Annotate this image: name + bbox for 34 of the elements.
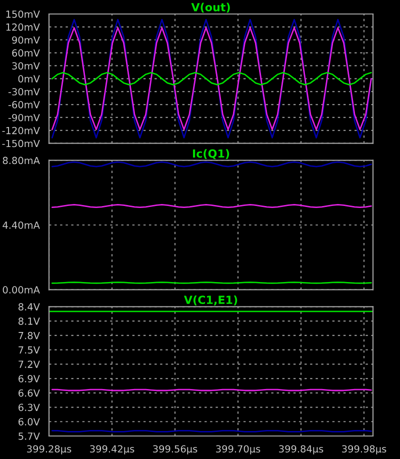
- y-tick-label: 90mV: [12, 36, 40, 44]
- y-tick-label: 120mV: [6, 23, 40, 31]
- y-tick-label: 0mV: [18, 75, 40, 82]
- y-tick-label: -30mV: [8, 88, 40, 96]
- x-tick-label: 399.42µs: [90, 445, 134, 454]
- y-tick-label: 8.80mA: [2, 156, 40, 164]
- y-tick-label: 150mV: [6, 10, 40, 18]
- y-tick-label: 6.6V: [18, 389, 40, 397]
- y-tick-label: 8.1V: [18, 318, 40, 325]
- y-tick-label: 30mV: [12, 62, 40, 70]
- y-tick-label: -120mV: [2, 126, 40, 134]
- x-tick-label: 399.70µs: [216, 445, 260, 454]
- chart-title: Ic(Q1): [192, 149, 230, 160]
- y-tick-label: 7.8V: [18, 332, 40, 340]
- y-tick-label: 6.9V: [18, 374, 40, 382]
- y-tick-label: -150mV: [2, 140, 40, 148]
- chart-title: V(out): [191, 2, 230, 13]
- x-tick-label: 399.56µs: [153, 445, 198, 454]
- y-tick-label: 6.0V: [18, 418, 40, 426]
- x-tick-label: 399.28µs: [27, 445, 72, 454]
- y-tick-label: 4.40mA: [2, 221, 40, 229]
- y-tick-label: 7.2V: [18, 360, 40, 368]
- chart-title: V(C1,E1): [184, 295, 238, 306]
- y-tick-label: 5.7V: [18, 432, 40, 440]
- y-tick-label: 8.4V: [18, 303, 40, 310]
- line-series: [51, 72, 372, 86]
- x-tick-label: 399.98µs: [342, 445, 386, 454]
- y-tick-label: 60mV: [12, 49, 40, 57]
- y-tick-label: 7.5V: [18, 346, 40, 354]
- y-tick-label: -90mV: [8, 114, 40, 122]
- x-tick-label: 399.84µs: [279, 445, 324, 454]
- y-tick-label: 0.00mA: [2, 286, 40, 294]
- y-tick-label: 6.3V: [18, 404, 40, 412]
- y-tick-label: -60mV: [8, 101, 40, 108]
